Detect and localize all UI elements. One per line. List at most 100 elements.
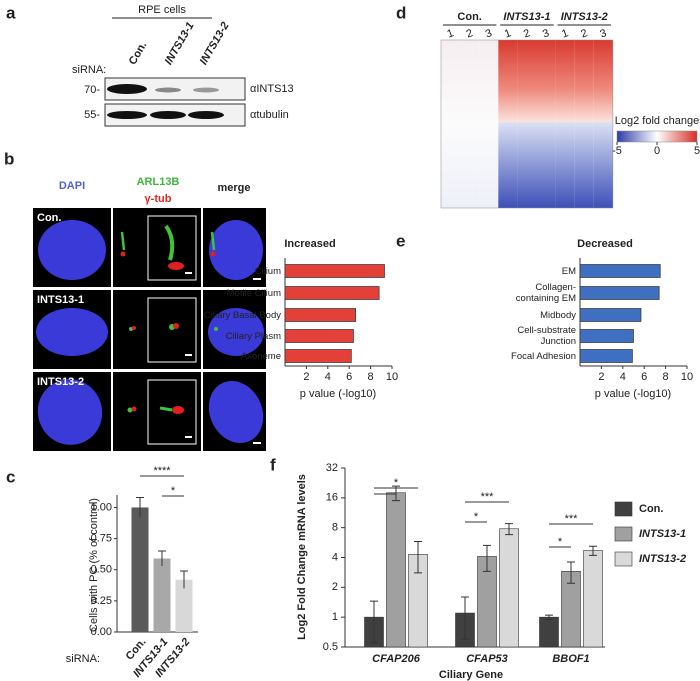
error-bar [136, 496, 144, 518]
replicate-label: 1 [503, 27, 513, 40]
error-bar [392, 485, 400, 502]
heatmap-cells [536, 40, 556, 122]
replicate-label: 3 [484, 27, 494, 40]
y-tick-label: 32 [326, 462, 338, 474]
significance: **** [153, 465, 171, 477]
label-box: Cilium [255, 266, 281, 277]
heatmap-cells [536, 122, 556, 208]
bar [579, 308, 642, 322]
legend-swatch [614, 551, 633, 567]
bar [153, 558, 171, 632]
category-label: Cell-substrate Junction [517, 325, 576, 347]
error-bar [483, 544, 491, 572]
colorbar-tick-label: -5 [612, 145, 622, 157]
x-tick-label: 8 [368, 371, 374, 383]
y-tick-label: 0.00 [91, 626, 112, 638]
band [188, 111, 224, 119]
replicate-label: 2 [579, 27, 589, 40]
x-axis-label: p value (-log10) [595, 388, 671, 400]
error-bar [461, 596, 469, 640]
group-label: INTS13-2 [561, 11, 608, 23]
row-label: INTS13-1 [37, 294, 84, 306]
heatmap-cells [460, 40, 480, 208]
replicate-label: 2 [522, 27, 532, 40]
row-label: INTS13-2 [37, 376, 84, 388]
legend-label: INTS13-1 [639, 528, 686, 540]
label-box: Ciliary Basal Body [204, 310, 281, 321]
y-tick-label: 0.50 [91, 564, 112, 576]
error-bar [414, 541, 422, 574]
label-box: Cell-substrate Junction [517, 325, 576, 347]
bar [284, 286, 380, 300]
bar [579, 264, 661, 278]
heatmap-cells [593, 122, 613, 208]
bar [284, 264, 385, 278]
bar [131, 507, 149, 632]
lane-label: INTS13-2 [198, 20, 232, 67]
x-tick-label: 4 [325, 371, 331, 383]
heatmap-cells [479, 40, 499, 208]
blot-header: RPE cells [138, 4, 186, 16]
bar [284, 329, 354, 343]
label-box: Midbody [540, 310, 576, 321]
group-label: Con. [457, 11, 481, 23]
y-tick-label: 2 [332, 581, 338, 593]
panel-label: a [6, 3, 16, 22]
lane-label: INTS13-1 [163, 20, 197, 67]
x-tick-label: 10 [681, 371, 693, 383]
category-label: Focal Adhesion [511, 350, 576, 362]
chart-title: Decreased [577, 238, 633, 250]
significance: *** [565, 513, 579, 525]
band [107, 111, 147, 119]
channel-label: DAPI [59, 180, 85, 192]
x-axis-label: siRNA: [66, 653, 100, 665]
panel-label: c [6, 467, 15, 486]
heatmap-frame [440, 39, 614, 209]
error-bar [589, 545, 597, 556]
x-tick-label: CFAP53 [466, 653, 508, 665]
replicate-label: 1 [446, 27, 456, 40]
channel-label: γ-tub [145, 193, 172, 205]
significance: * [558, 536, 563, 548]
colorbar-title: Log2 fold change [615, 115, 699, 127]
bar [583, 550, 603, 648]
legend-swatch [614, 526, 633, 542]
colorbar-tick-label: 0 [654, 145, 660, 157]
panel-label: e [396, 231, 405, 250]
heatmap-cells [593, 40, 613, 122]
y-tick-label: 0.5 [323, 641, 338, 653]
band [193, 87, 219, 93]
y-tick-label: 8 [332, 522, 338, 534]
heatmap-cells [574, 122, 594, 208]
bar [284, 349, 352, 363]
significance: *** [481, 491, 495, 503]
category-label: Axoneme [240, 350, 281, 362]
chart-title: Increased [284, 238, 335, 250]
bar [579, 329, 634, 343]
bar [386, 492, 406, 648]
label-box: Axoneme [240, 350, 281, 362]
y-tick-label: 1 [332, 611, 338, 623]
replicate-label: 3 [541, 27, 551, 40]
colorbar [616, 130, 698, 143]
error-bar [567, 561, 575, 584]
band [155, 87, 181, 93]
significance: * [394, 477, 399, 489]
x-tick-label: CFAP206 [372, 653, 421, 665]
label-box: Focal Adhesion [511, 350, 576, 362]
colorbar-tick-label: 5 [694, 145, 700, 157]
panel-label: b [4, 149, 14, 168]
significance: * [474, 511, 479, 523]
bar [175, 579, 193, 632]
x-tick-label: BBOF1 [552, 653, 589, 665]
label-box: Motile Cilium [227, 288, 281, 299]
replicate-label: 1 [560, 27, 570, 40]
error-bar [158, 550, 166, 566]
error-bar [370, 600, 378, 644]
y-tick-label: 0.25 [91, 595, 112, 607]
channel-label: ARL13B [137, 176, 180, 188]
heatmap-cells [498, 40, 518, 122]
x-tick-label: 4 [620, 371, 626, 383]
legend-label: INTS13-2 [639, 553, 686, 565]
